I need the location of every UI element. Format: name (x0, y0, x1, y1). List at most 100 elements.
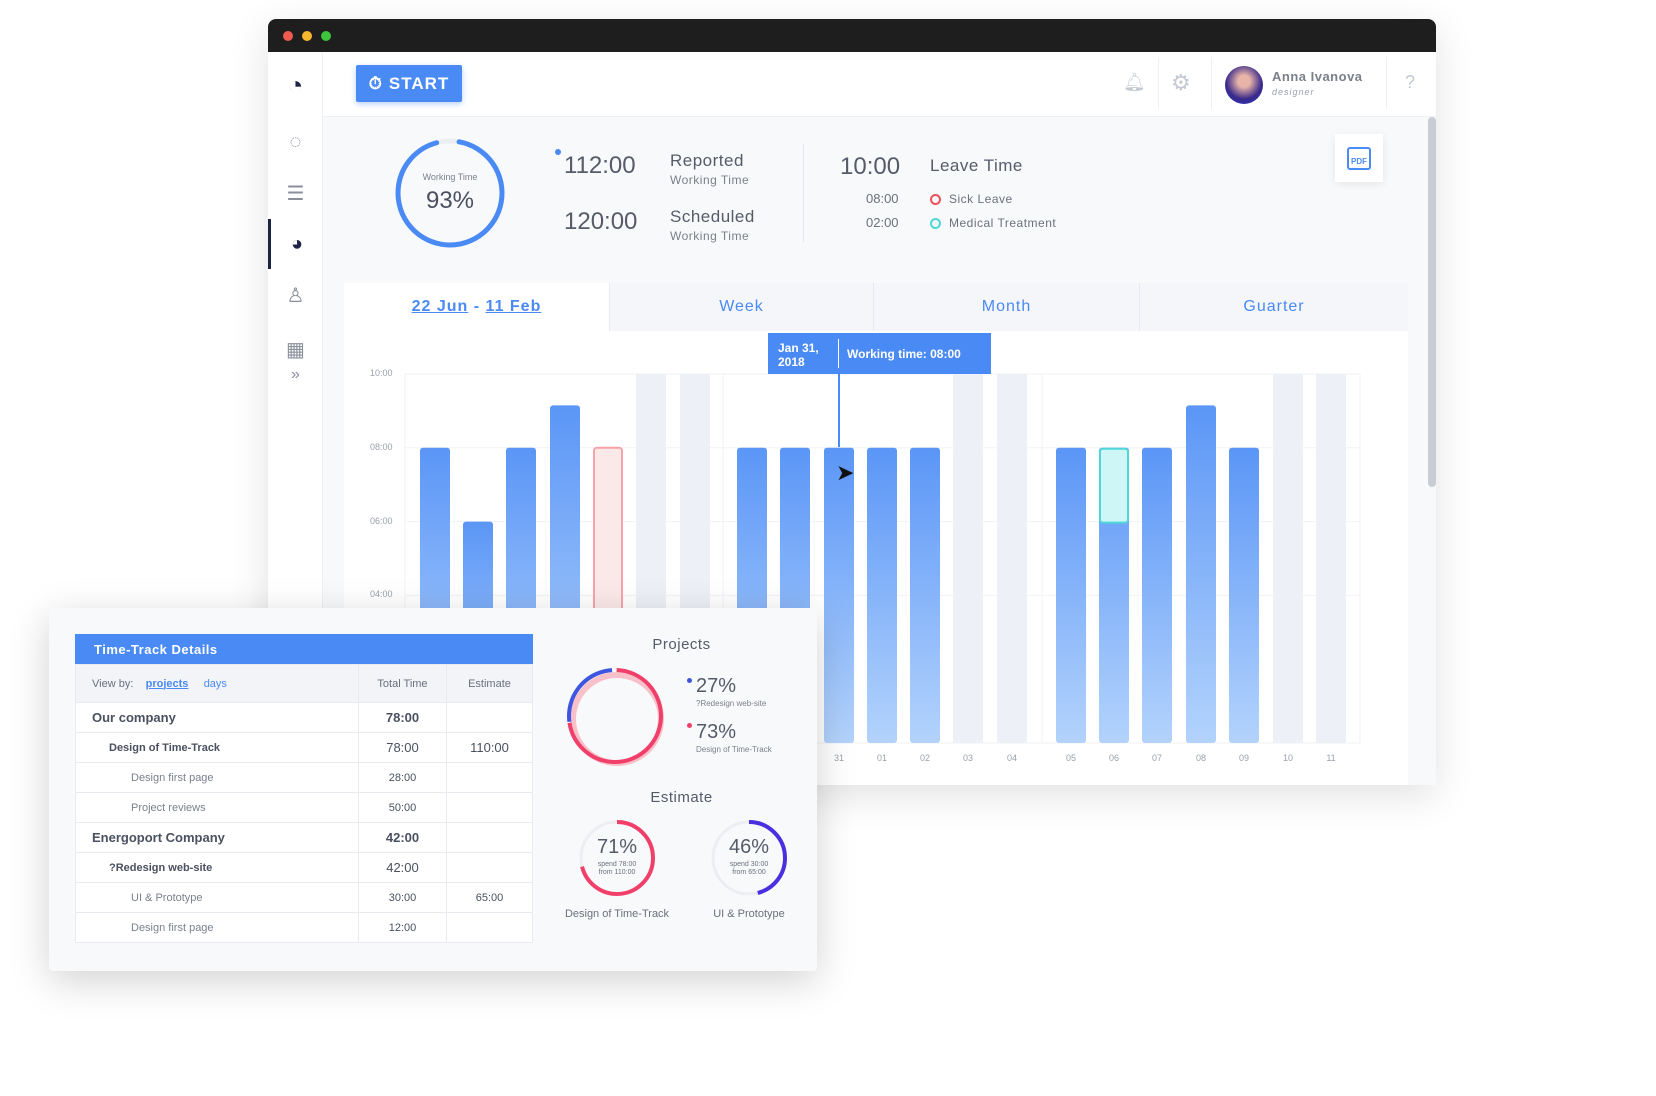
mouse-cursor-icon: ➤ (836, 460, 855, 485)
x-tick-label: 07 (1151, 753, 1162, 763)
table-row[interactable]: Project reviews 50:00 (75, 792, 533, 823)
scheduled-label: Scheduled (670, 207, 755, 226)
view-by-days[interactable]: days (203, 677, 227, 690)
estimate-from: from 110:00 (598, 869, 636, 876)
divider (838, 339, 839, 368)
work-bar[interactable] (910, 447, 940, 743)
work-bar[interactable] (1229, 447, 1259, 743)
y-tick-label: 04:00 (370, 589, 393, 600)
expand-sidebar-button[interactable]: » (268, 360, 323, 390)
scheduled-sub: Working Time (670, 229, 750, 243)
table-row[interactable]: UI & Prototype 30:00 65:00 (75, 882, 533, 913)
estimate-spend: spend 78:00 (597, 861, 637, 868)
details-title: Time-Track Details (75, 634, 533, 664)
x-tick-label: 08 (1195, 753, 1206, 763)
table-row[interactable]: Design first page 12:00 (75, 912, 533, 943)
divider (1158, 57, 1159, 109)
work-bar[interactable] (1186, 405, 1216, 743)
sidebar-item-reports[interactable]: ◕ (268, 219, 323, 269)
tab-date-range[interactable]: 22 Jun - 11 Feb (344, 283, 609, 331)
weekend-bar (1273, 374, 1303, 743)
top-bar: ⏱ START 🔔︎ ⚙ Anna Ivanova designer ? (323, 52, 1436, 117)
y-tick-label: 08:00 (370, 441, 393, 452)
work-bar[interactable] (1056, 447, 1086, 743)
title-bar (268, 19, 1436, 52)
range-from[interactable]: 22 Jun (411, 298, 469, 315)
table-row[interactable]: Design first page 28:00 (75, 762, 533, 793)
sidebar-item-timer[interactable]: ◌ (268, 117, 323, 167)
table-row[interactable]: ?Redesign web-site 42:00 (75, 852, 533, 883)
medical-icon (930, 218, 941, 229)
sidebar-item-calendar[interactable]: ▦ (268, 324, 323, 374)
medical-label: Medical Treatment (949, 216, 1057, 230)
row-estimate: 65:00 (446, 882, 533, 913)
x-tick-label: 06 (1108, 753, 1119, 763)
sidebar-item-list[interactable]: ☰ (268, 168, 323, 218)
details-table: View by: projects days Total Time Estima… (75, 664, 533, 943)
column-header-total: Total Time (358, 664, 447, 703)
pdf-export-button[interactable]: PDF (1335, 134, 1383, 182)
estimate-from: from 65:00 (732, 869, 766, 876)
row-name: UI & Prototype (75, 882, 359, 913)
tab-quarter[interactable]: Guarter (1139, 283, 1408, 331)
pie-chart-icon: ◕ (290, 232, 304, 255)
tooltip-date: Jan 31, 2018 (778, 341, 819, 369)
tab-month[interactable]: Month (873, 283, 1139, 331)
x-tick-label: 01 (876, 753, 887, 763)
work-bar[interactable] (867, 447, 897, 743)
row-total: 30:00 (358, 882, 447, 913)
row-name: Design first page (75, 762, 359, 793)
estimate-title: Estimate (650, 789, 713, 806)
medical-leave-bar[interactable] (1099, 447, 1129, 524)
scrollbar[interactable] (1428, 117, 1436, 487)
range-separator: - (473, 298, 481, 315)
avatar[interactable] (1225, 66, 1263, 104)
x-tick-label: 09 (1238, 753, 1249, 763)
row-estimate (446, 702, 533, 733)
tooltip-value: Working time: 08:00 (847, 347, 961, 361)
start-button[interactable]: ⏱ START (356, 65, 462, 102)
x-tick-label: 03 (962, 753, 973, 763)
close-window-button[interactable] (283, 31, 293, 41)
user-role: designer (1272, 87, 1315, 97)
row-total: 42:00 (358, 852, 447, 883)
stopwatch-icon: ⏱ (368, 73, 383, 93)
view-by-projects[interactable]: projects (145, 677, 189, 690)
scheduled-value: 120:00 (564, 208, 638, 235)
row-total: 28:00 (358, 762, 447, 793)
list-icon: ☰ (286, 182, 305, 205)
estimate-label: UI & Prototype (713, 908, 785, 920)
weekend-bar (997, 374, 1027, 743)
projects-title: Projects (652, 636, 711, 653)
divider (1211, 57, 1212, 109)
chart-tooltip: Jan 31, 2018 Working time: 08:00 (768, 333, 991, 374)
table-row[interactable]: Our company 78:00 (75, 702, 533, 733)
work-bar[interactable] (824, 447, 854, 743)
column-header-estimate: Estimate (446, 664, 533, 703)
y-tick-label: 10:00 (370, 368, 393, 378)
start-label: START (388, 73, 450, 93)
maximize-window-button[interactable] (321, 31, 331, 41)
estimate-arc (711, 820, 787, 896)
row-estimate (446, 852, 533, 883)
reported-value: 112:00 (564, 152, 636, 179)
sidebar-item-profile[interactable]: ♙ (268, 270, 323, 320)
range-to[interactable]: 11 Feb (485, 298, 542, 315)
projects-slice-redesign (567, 668, 663, 764)
work-bar[interactable] (1142, 447, 1172, 743)
projects-pct-redesign: 27% (696, 675, 737, 697)
tab-week[interactable]: Week (609, 283, 873, 331)
row-total: 42:00 (358, 822, 447, 853)
view-by-label: View by: (92, 677, 134, 690)
minimize-window-button[interactable] (302, 31, 312, 41)
row-estimate (446, 762, 533, 793)
y-tick-label: 06:00 (370, 515, 393, 526)
legend-dot-design (687, 723, 692, 728)
table-row[interactable]: Energoport Company 42:00 (75, 822, 533, 853)
settings-gear-icon[interactable]: ⚙ (1171, 70, 1191, 95)
help-button[interactable]: ? (1405, 72, 1416, 92)
table-row[interactable]: Design of Time-Track 78:00 110:00 (75, 732, 533, 763)
user-name[interactable]: Anna Ivanova (1272, 69, 1363, 84)
notifications-bell-icon[interactable]: 🔔︎ (1123, 72, 1146, 92)
x-tick-label: 11 (1326, 753, 1336, 763)
